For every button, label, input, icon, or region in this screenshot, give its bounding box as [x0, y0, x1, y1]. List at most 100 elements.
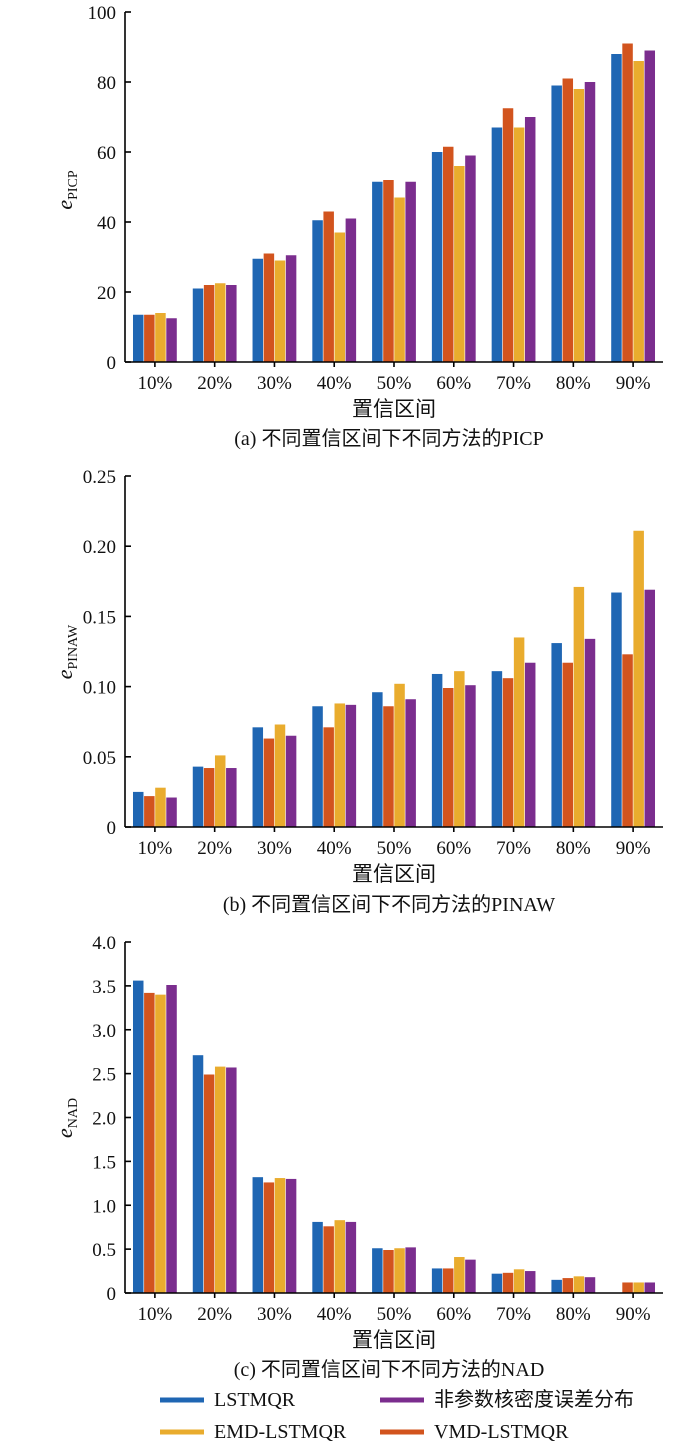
bar-nonparam-30pct	[285, 1178, 297, 1293]
bar-emd-lstmqr-80pct	[573, 586, 585, 827]
bar-nonparam-40pct	[345, 1221, 357, 1293]
y-axis-label-main: e	[52, 1128, 77, 1138]
bar-lstmqr-60pct	[431, 1268, 443, 1293]
x-tick-label: 80%	[556, 373, 591, 394]
y-tick-label: 0.10	[83, 678, 116, 699]
bar-emd-lstmqr-40pct	[334, 1220, 346, 1293]
bar-emd-lstmqr-30pct	[274, 724, 286, 827]
bar-vmd-lstmqr-80pct	[562, 1278, 574, 1293]
bar-vmd-lstmqr-50pct	[383, 706, 394, 827]
bar-emd-lstmqr-20pct	[214, 1066, 226, 1293]
y-tick-label: 0.05	[83, 748, 116, 769]
bar-vmd-lstmqr-60pct	[442, 688, 454, 827]
bar-emd-lstmqr-10pct	[155, 313, 166, 362]
bar-nonparam-70pct	[524, 662, 536, 827]
y-tick-label: 0	[107, 353, 117, 374]
bar-nonparam-50pct	[405, 181, 416, 362]
bar-nonparam-80pct	[584, 638, 596, 827]
x-tick-label: 20%	[197, 373, 232, 394]
bar-lstmqr-90pct	[611, 54, 622, 362]
bar-vmd-lstmqr-20pct	[203, 285, 215, 362]
y-axis-label-main: e	[52, 669, 77, 679]
bar-vmd-lstmqr-30pct	[263, 253, 275, 362]
x-tick-label: 90%	[616, 373, 651, 394]
chart-panel-1: 10% 20% 30% 40% 50% 60% 70% 80% 90% 0 20 40 60 80 100 e…	[52, 3, 663, 450]
bar-nonparam-90pct	[644, 1282, 656, 1293]
y-tick-label: 0.5	[92, 1240, 116, 1261]
x-tick-label: 70%	[496, 373, 531, 394]
bar-vmd-lstmqr-50pct	[383, 1250, 394, 1293]
bar-lstmqr-30pct	[252, 1177, 264, 1293]
x-tick-label: 20%	[197, 838, 232, 859]
bar-emd-lstmqr-80pct	[573, 89, 585, 362]
y-tick-label: 100	[88, 3, 117, 24]
x-tick-label: 80%	[556, 1304, 591, 1325]
bar-lstmqr-80pct	[551, 85, 562, 362]
y-axis-label-sub: NAD	[66, 1098, 81, 1128]
bar-emd-lstmqr-50pct	[394, 197, 405, 362]
bar-emd-lstmqr-20pct	[214, 283, 226, 362]
bar-nonparam-40pct	[345, 218, 357, 362]
bar-vmd-lstmqr-30pct	[263, 1182, 275, 1293]
y-tick-label: 0.15	[83, 607, 116, 628]
bar-emd-lstmqr-70pct	[513, 127, 525, 362]
y-tick-label: 4.0	[92, 933, 116, 954]
bar-emd-lstmqr-10pct	[155, 994, 166, 1293]
bar-vmd-lstmqr-70pct	[502, 108, 514, 362]
x-tick-label: 10%	[137, 838, 172, 859]
y-tick-label: 3.0	[92, 1021, 116, 1042]
bar-lstmqr-50pct	[372, 1248, 383, 1293]
y-axis-label: eNAD	[52, 1098, 81, 1138]
y-tick-label: 40	[97, 213, 116, 234]
bar-vmd-lstmqr-30pct	[263, 738, 275, 827]
bar-nonparam-50pct	[405, 1247, 416, 1293]
bar-nonparam-60pct	[465, 685, 476, 827]
bar-nonparam-30pct	[285, 735, 297, 827]
chart-panel-2: 10% 20% 30% 40% 50% 60% 70% 80% 90% 0 0.05 0.10 0.15…	[52, 467, 663, 916]
bar-vmd-lstmqr-80pct	[562, 662, 574, 827]
bar-lstmqr-60pct	[431, 673, 443, 827]
x-tick-label: 10%	[137, 373, 172, 394]
bar-emd-lstmqr-70pct	[513, 637, 525, 827]
y-axis-label-main: e	[52, 200, 77, 210]
bar-lstmqr-10pct	[132, 980, 144, 1293]
bar-lstmqr-10pct	[132, 791, 144, 827]
y-tick-label: 0	[107, 818, 117, 839]
bar-lstmqr-70pct	[491, 671, 503, 827]
bar-nonparam-10pct	[166, 797, 177, 827]
legend-label-nonparam: 非参数核密度误差分布	[434, 1388, 634, 1411]
bar-emd-lstmqr-50pct	[394, 1248, 405, 1293]
bar-emd-lstmqr-60pct	[454, 166, 465, 362]
y-tick-label: 1.5	[92, 1152, 116, 1173]
bar-lstmqr-50pct	[372, 692, 383, 827]
bar-vmd-lstmqr-90pct	[622, 43, 633, 362]
x-tick-label: 40%	[317, 373, 352, 394]
x-tick-label: 60%	[436, 838, 471, 859]
bar-lstmqr-60pct	[431, 152, 443, 362]
x-tick-label: 60%	[436, 1304, 471, 1325]
y-axis-label-sub: PINAW	[66, 624, 81, 670]
bar-lstmqr-10pct	[132, 314, 144, 362]
bar-vmd-lstmqr-20pct	[203, 768, 215, 827]
bar-vmd-lstmqr-60pct	[442, 146, 454, 362]
x-tick-label: 50%	[377, 838, 412, 859]
bar-emd-lstmqr-60pct	[454, 1257, 465, 1293]
bar-emd-lstmqr-70pct	[513, 1269, 525, 1293]
bar-lstmqr-50pct	[372, 181, 383, 362]
y-tick-label: 1.0	[92, 1196, 116, 1217]
x-tick-label: 20%	[197, 1304, 232, 1325]
bar-nonparam-60pct	[465, 1259, 476, 1293]
bar-emd-lstmqr-90pct	[633, 530, 644, 827]
bar-emd-lstmqr-30pct	[274, 1178, 286, 1293]
bar-lstmqr-40pct	[312, 1221, 323, 1293]
bar-emd-lstmqr-40pct	[334, 703, 346, 827]
bar-vmd-lstmqr-10pct	[144, 796, 155, 827]
bar-lstmqr-80pct	[551, 643, 562, 827]
y-tick-label: 20	[97, 283, 116, 304]
bar-nonparam-60pct	[465, 155, 476, 362]
x-axis-title: 置信区间	[352, 862, 436, 886]
bar-nonparam-20pct	[226, 285, 237, 362]
y-axis-label: ePINAW	[52, 624, 81, 679]
bar-vmd-lstmqr-40pct	[323, 727, 334, 827]
